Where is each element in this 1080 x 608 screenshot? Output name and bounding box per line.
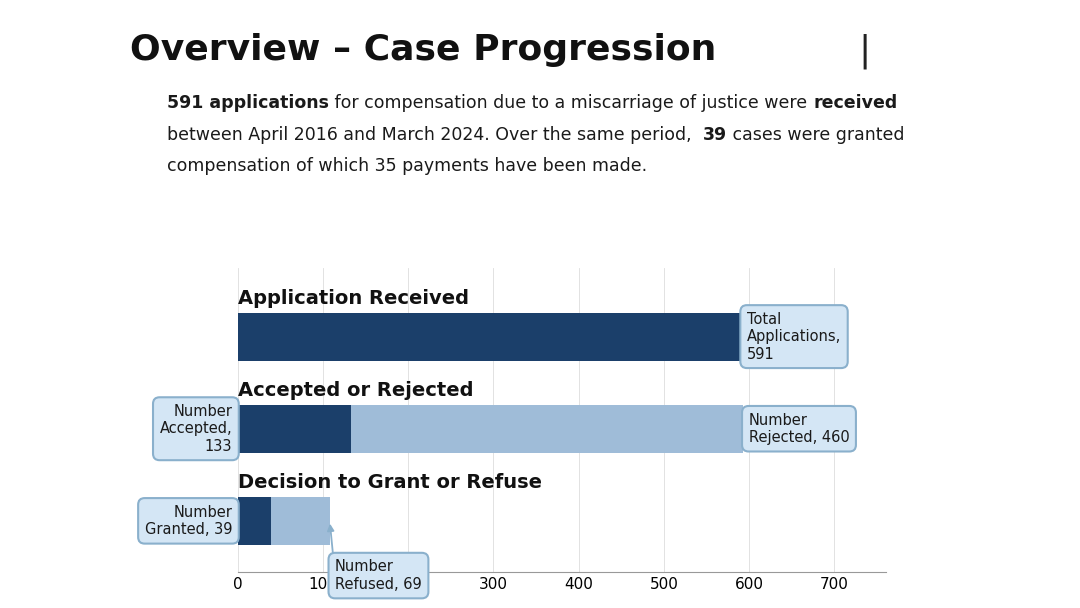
Bar [351, 405, 743, 453]
Text: between April 2016 and March 2024. Over the same period,: between April 2016 and March 2024. Over … [167, 126, 703, 144]
Bar [238, 313, 742, 361]
Text: Decision to Grant or Refuse: Decision to Grant or Refuse [238, 473, 541, 492]
Text: for compensation due to a miscarriage of justice were: for compensation due to a miscarriage of… [329, 94, 813, 112]
Text: 591 applications: 591 applications [167, 94, 329, 112]
Text: Total
Applications,
591: Total Applications, 591 [747, 312, 841, 362]
Bar [271, 497, 329, 545]
Text: Accepted or Rejected: Accepted or Rejected [238, 381, 473, 400]
Text: Application Received: Application Received [238, 289, 469, 308]
Text: Overview – Case Progression: Overview – Case Progression [130, 33, 716, 67]
Text: Number
Rejected, 460: Number Rejected, 460 [748, 413, 849, 445]
Text: |: | [859, 33, 870, 69]
Text: received: received [813, 94, 897, 112]
Bar [238, 497, 271, 545]
Text: Number
Refused, 69: Number Refused, 69 [335, 559, 422, 592]
Bar [238, 405, 351, 453]
Text: Number
Accepted,
133: Number Accepted, 133 [160, 404, 232, 454]
Text: Number
Granted, 39: Number Granted, 39 [145, 505, 232, 537]
Text: compensation of which 35 payments have been made.: compensation of which 35 payments have b… [167, 157, 648, 176]
Text: 39: 39 [703, 126, 727, 144]
Text: cases were granted: cases were granted [727, 126, 905, 144]
